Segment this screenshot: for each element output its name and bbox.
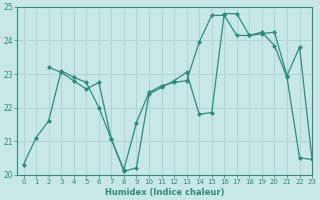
X-axis label: Humidex (Indice chaleur): Humidex (Indice chaleur) [105, 188, 224, 197]
